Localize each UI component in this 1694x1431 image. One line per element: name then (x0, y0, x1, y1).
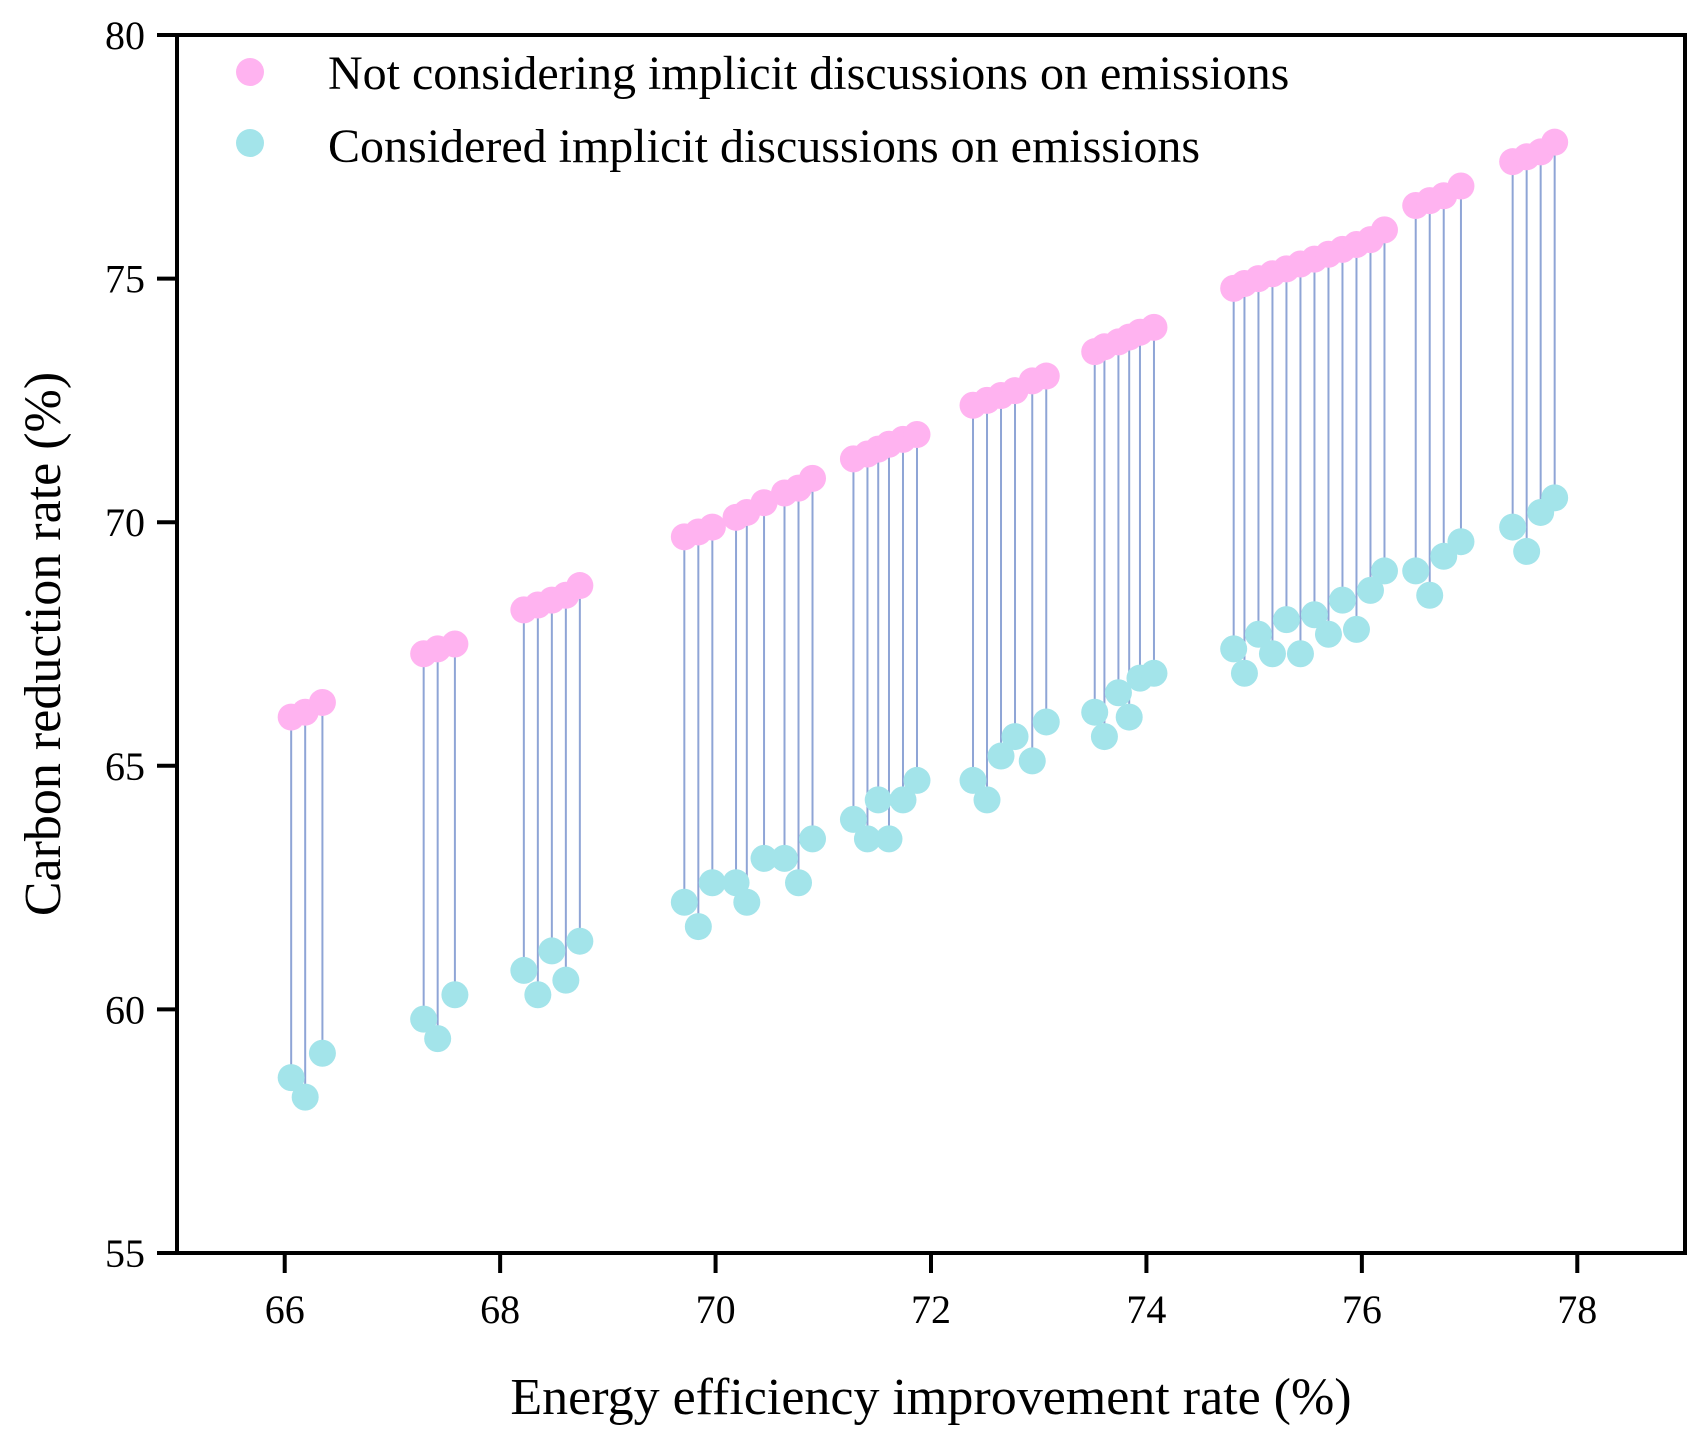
legend-marker-not-considering (236, 58, 264, 86)
data-point-not-considering (308, 688, 336, 716)
data-point-considered (1314, 620, 1342, 648)
data-point-not-considering (903, 421, 931, 449)
y-tick-label: 65 (105, 744, 145, 789)
data-point-considered (864, 786, 892, 814)
data-point-considered (1513, 537, 1541, 565)
plot-frame (175, 33, 1687, 1255)
data-point-considered (670, 888, 698, 916)
data-point-considered (750, 844, 778, 872)
data-point-not-considering (698, 513, 726, 541)
data-point-considered (1090, 723, 1118, 751)
y-axis-title: Carbon reduction rate (%) (15, 372, 72, 916)
x-tick-label: 66 (265, 1287, 305, 1332)
data-point-considered (277, 1064, 305, 1092)
data-point-considered (1018, 747, 1046, 775)
data-point-not-considering (1370, 216, 1398, 244)
legend-label-considered: Considered implicit discussions on emiss… (328, 120, 1200, 173)
y-tick-label: 60 (105, 987, 145, 1032)
y-axis-ticks: 55 60 65 70 75 80 (105, 13, 177, 1276)
y-tick-label: 55 (105, 1231, 145, 1276)
data-point-considered (566, 927, 594, 955)
data-point-not-considering (1447, 172, 1475, 200)
data-point-considered (799, 825, 827, 853)
data-point-considered (1104, 679, 1132, 707)
data-point-considered (684, 913, 712, 941)
data-point-considered (510, 956, 538, 984)
series-considered-points (277, 484, 1569, 1111)
data-point-considered (1541, 484, 1569, 512)
data-point-considered (987, 742, 1015, 770)
data-point-considered (973, 786, 1001, 814)
x-axis-title: Energy efficiency improvement rate (%) (510, 1369, 1351, 1426)
data-point-considered (1140, 659, 1168, 687)
data-point-not-considering (799, 464, 827, 492)
data-point-considered (1081, 698, 1109, 726)
data-point-considered (1300, 601, 1328, 629)
data-point-considered (424, 1025, 452, 1053)
data-point-considered (1272, 606, 1300, 634)
data-point-considered (785, 869, 813, 897)
data-point-considered (1447, 528, 1475, 556)
data-point-considered (771, 844, 799, 872)
x-tick-label: 70 (696, 1287, 736, 1332)
y-tick-label: 75 (105, 257, 145, 302)
data-point-considered (552, 966, 580, 994)
data-point-considered (875, 825, 903, 853)
data-point-considered (524, 981, 552, 1009)
y-tick-label: 80 (105, 13, 145, 58)
data-point-considered (1370, 557, 1398, 585)
x-axis-ticks: 66 68 70 72 74 76 78 (265, 1253, 1597, 1332)
data-point-considered (1115, 703, 1143, 731)
data-point-not-considering (1140, 313, 1168, 341)
x-tick-label: 76 (1342, 1287, 1382, 1332)
x-tick-label: 72 (911, 1287, 951, 1332)
x-tick-label: 68 (480, 1287, 520, 1332)
data-point-considered (441, 981, 469, 1009)
data-point-considered (1230, 659, 1258, 687)
data-point-considered (1356, 576, 1384, 604)
data-point-considered (853, 825, 881, 853)
data-point-considered (538, 937, 566, 965)
data-point-considered (308, 1039, 336, 1067)
connector-lines (290, 142, 1556, 1098)
x-tick-label: 78 (1557, 1287, 1597, 1332)
legend-label-not-considering: Not considering implicit discussions on … (328, 47, 1289, 100)
data-point-considered (1032, 708, 1060, 736)
data-point-considered (733, 888, 761, 916)
legend-marker-considered (236, 129, 264, 157)
data-point-considered (1499, 513, 1527, 541)
data-point-considered (889, 786, 917, 814)
data-point-considered (291, 1083, 319, 1111)
data-point-considered (410, 1005, 438, 1033)
legend: Not considering implicit discussions on … (236, 47, 1289, 173)
data-point-not-considering (441, 630, 469, 658)
data-point-considered (839, 805, 867, 833)
data-point-considered (1402, 557, 1430, 585)
data-point-considered (959, 766, 987, 794)
data-point-considered (1258, 640, 1286, 668)
x-tick-label: 74 (1126, 1287, 1166, 1332)
data-point-not-considering (566, 572, 594, 600)
y-tick-label: 70 (105, 500, 145, 545)
data-point-considered (1001, 723, 1029, 751)
data-point-considered (1328, 586, 1356, 614)
series-not-considering-points (277, 128, 1569, 731)
data-point-considered (1220, 635, 1248, 663)
data-point-considered (1244, 620, 1272, 648)
data-point-not-considering (750, 489, 778, 517)
data-point-considered (1416, 581, 1444, 609)
data-point-considered (903, 766, 931, 794)
data-point-considered (698, 869, 726, 897)
data-point-considered (1286, 640, 1314, 668)
data-point-not-considering (1541, 128, 1569, 156)
data-point-not-considering (1032, 362, 1060, 390)
data-point-considered (1342, 615, 1370, 643)
